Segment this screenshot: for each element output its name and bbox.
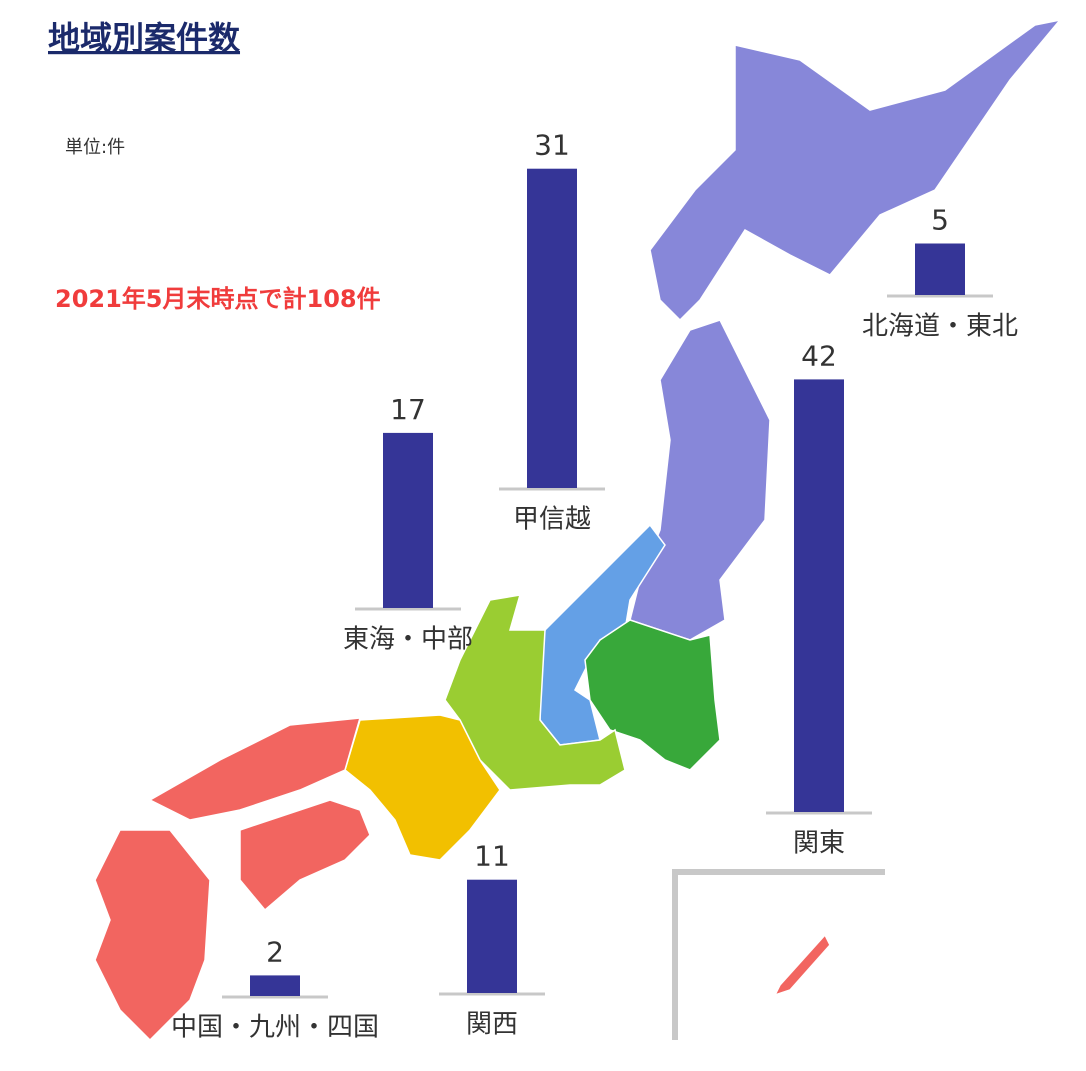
category-label: 関西: [466, 1010, 518, 1040]
region-okinawa: [773, 933, 831, 997]
region-kansai: [344, 714, 501, 861]
value-label: 2: [266, 935, 284, 968]
category-label: 中国・九州・四国: [171, 1013, 379, 1043]
inset-frame: [672, 869, 885, 1040]
category-label: 北海道・東北: [862, 312, 1018, 342]
bar: [383, 432, 433, 608]
bar: [467, 879, 517, 993]
region-shikoku: [239, 799, 371, 912]
value-label: 11: [474, 840, 510, 873]
bar: [915, 243, 965, 295]
bar: [527, 168, 577, 488]
bar: [250, 975, 300, 996]
chart-title: 地域別案件数: [48, 19, 241, 57]
annotation: 2021年5月末時点で計108件: [55, 285, 381, 313]
category-label: 関東: [793, 829, 845, 859]
map: [94, 18, 1062, 1042]
value-label: 42: [801, 339, 837, 372]
value-label: 31: [534, 129, 570, 162]
region-chubu: [444, 594, 626, 791]
bar: [794, 379, 844, 812]
region-hokkaido: [649, 18, 1062, 322]
category-label: 東海・中部: [343, 625, 473, 655]
region-kanto: [584, 619, 721, 771]
region-chugoku: [148, 717, 362, 821]
unit-label: 単位:件: [65, 137, 125, 158]
region-tohoku: [629, 319, 771, 641]
region-kyushu: [94, 829, 211, 1042]
value-label: 5: [931, 204, 949, 237]
value-label: 17: [390, 393, 426, 426]
category-label: 甲信越: [513, 505, 591, 535]
